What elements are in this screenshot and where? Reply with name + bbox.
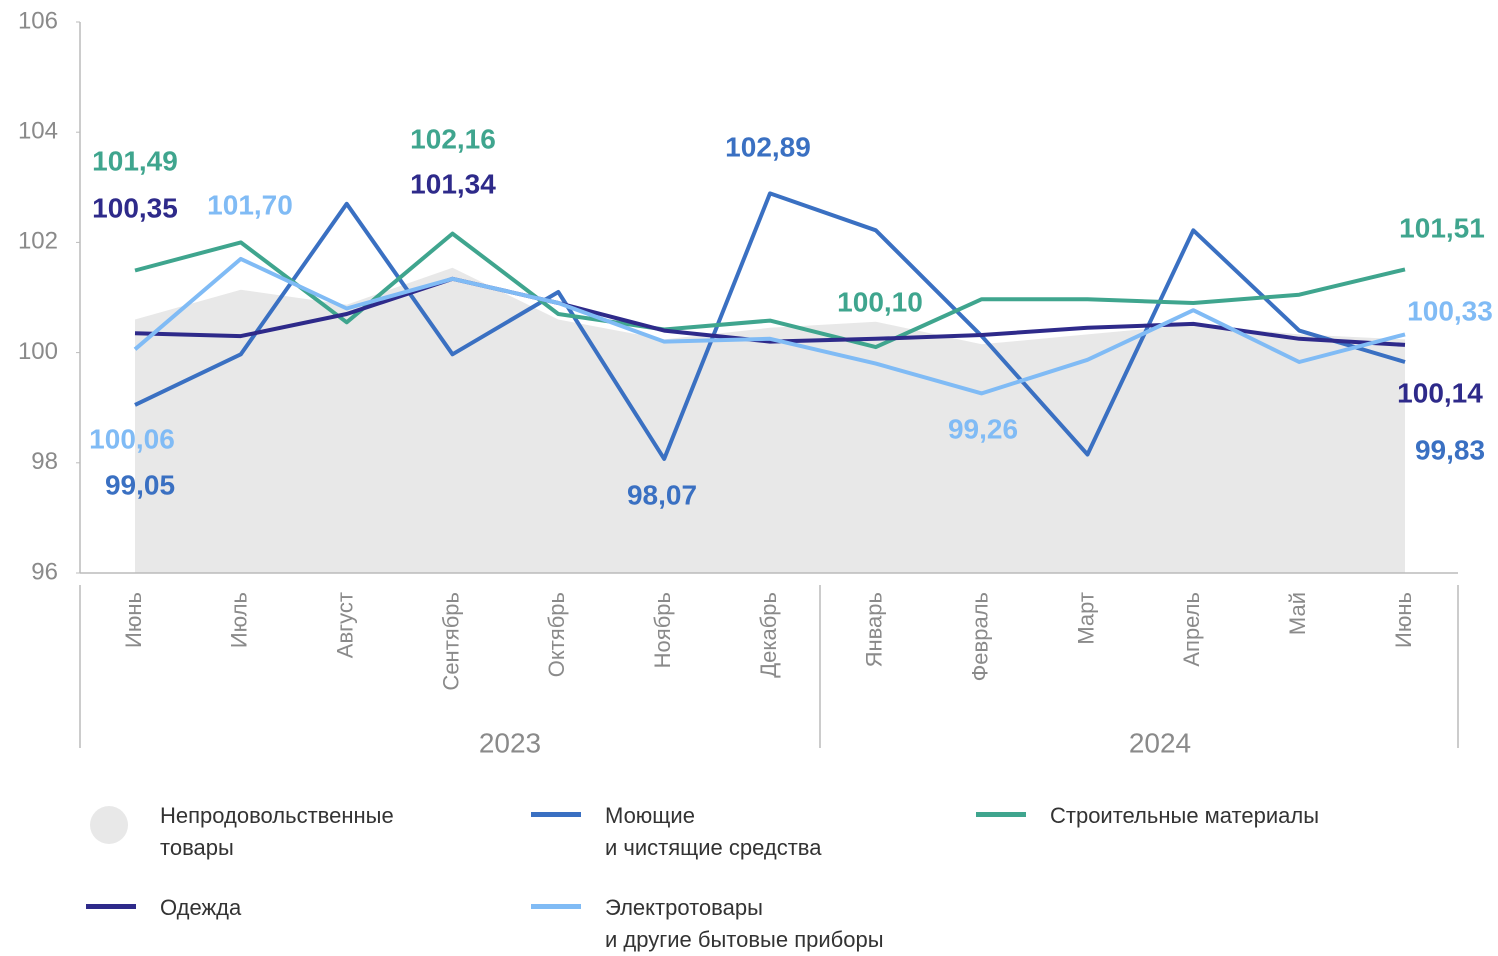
y-tick-label: 106 (18, 7, 58, 34)
x-tick-label: Декабрь (756, 592, 781, 678)
y-tick-label: 102 (18, 228, 58, 255)
value-label: 99,26 (948, 413, 1018, 444)
series-line (134, 231, 1406, 350)
y-tick-label: 98 (31, 448, 58, 475)
x-tick-label: Октябрь (544, 592, 569, 677)
value-label: 98,07 (627, 479, 697, 510)
legend-label: Электротовары и другие бытовые приборы (605, 895, 884, 952)
legend-swatch (86, 904, 136, 909)
legend-swatch (531, 904, 581, 909)
value-label: 101,51 (1399, 212, 1485, 243)
series-line (133, 256, 1406, 396)
value-label: 102,16 (410, 123, 496, 154)
value-label: 100,10 (837, 286, 923, 317)
x-tick-label: Ноябрь (650, 592, 675, 668)
value-label: 100,06 (89, 423, 175, 454)
series-line (134, 276, 1406, 347)
legend-label: Одежда (160, 895, 242, 920)
value-label: 99,83 (1415, 434, 1485, 465)
x-tick-label: Август (332, 592, 357, 658)
value-label: 99,05 (105, 469, 175, 500)
value-label: 102,89 (725, 131, 811, 162)
value-label: 100,35 (92, 192, 178, 223)
legend-swatch (531, 812, 581, 817)
series-line (134, 191, 1406, 461)
x-tick-label: Май (1285, 592, 1310, 635)
value-label: 101,70 (207, 189, 293, 220)
y-tick-label: 100 (18, 338, 58, 365)
y-tick-label: 104 (18, 118, 58, 145)
x-tick-label: Июнь (121, 592, 146, 648)
legend-label: Строительные материалы (1050, 803, 1320, 828)
value-label: 100,14 (1397, 377, 1483, 408)
x-tick-label: Февраль (967, 592, 992, 681)
x-tick-label: Январь (862, 592, 887, 667)
x-group-label: 2023 (479, 727, 541, 758)
value-label: 100,33 (1407, 295, 1493, 326)
legend-label: Моющие и чистящие средства (605, 803, 822, 860)
chart: 96 98 100 102 104 106 Июнь Июль Август Сентябрь Ок… (18, 7, 1493, 758)
legend-swatch (90, 806, 128, 844)
x-tick-label: Июнь (1391, 592, 1416, 648)
area (135, 267, 1405, 573)
value-label: 101,34 (410, 168, 496, 199)
legend-label: Непродовольственные товары (160, 803, 394, 860)
x-tick-label: Июль (227, 592, 252, 648)
y-tick-label: 96 (31, 558, 58, 585)
value-label: 101,49 (92, 145, 178, 176)
x-tick-label: Март (1073, 592, 1098, 645)
x-tick-label: Сентябрь (438, 592, 463, 691)
x-tick-label: Апрель (1179, 592, 1204, 667)
x-group-label: 2024 (1129, 727, 1191, 758)
legend-swatch (976, 812, 1026, 817)
